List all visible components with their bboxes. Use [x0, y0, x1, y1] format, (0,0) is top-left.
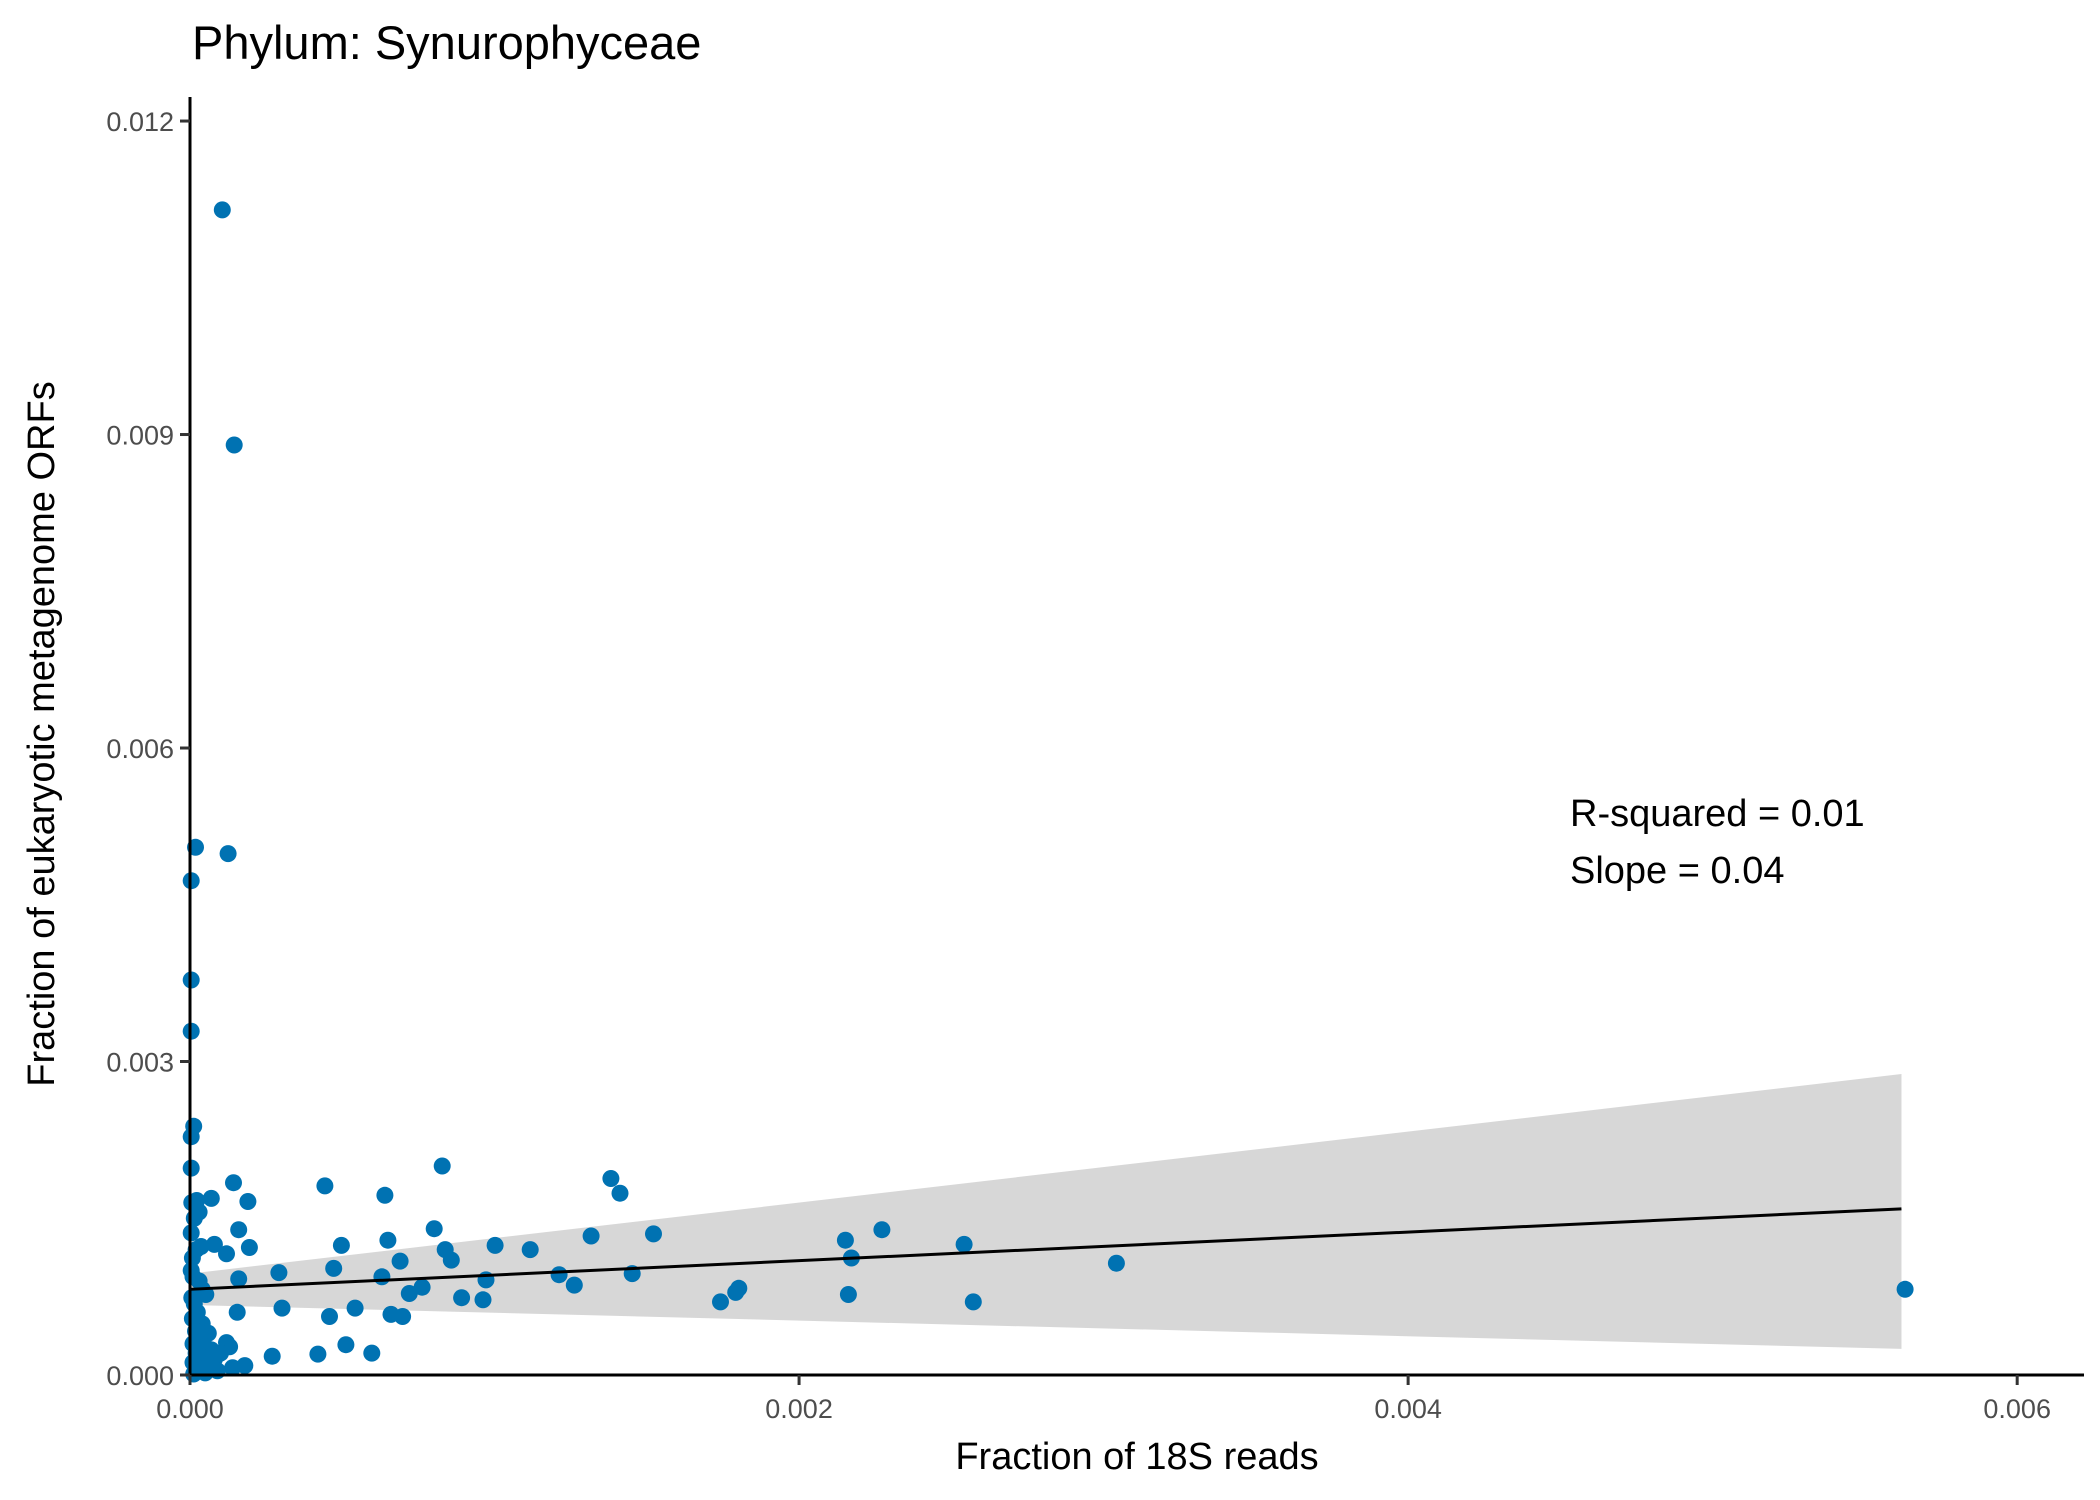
data-point: [218, 1245, 235, 1263]
data-point: [391, 1252, 409, 1270]
data-point: [582, 1227, 600, 1245]
data-point: [270, 1264, 288, 1282]
data-point: [376, 1186, 394, 1204]
data-point: [373, 1268, 391, 1286]
data-point: [332, 1236, 350, 1254]
data-point: [400, 1285, 418, 1302]
data-point: [521, 1241, 539, 1259]
r-squared-annotation: R-squared = 0.01: [1570, 793, 1865, 835]
data-point: [205, 1235, 223, 1253]
data-point: [1107, 1254, 1125, 1272]
data-point: [474, 1291, 492, 1309]
x-tick-label: 0.002: [765, 1394, 833, 1424]
data-point: [433, 1157, 451, 1175]
data-point: [836, 1231, 854, 1249]
data-point: [202, 1189, 220, 1207]
data-point: [225, 436, 243, 454]
data-point: [185, 1209, 203, 1227]
y-tick-label: 0.012: [106, 107, 174, 137]
y-axis-title: Fraction of eukaryotic metagenome ORFs: [21, 381, 63, 1086]
x-axis-title: Fraction of 18S reads: [955, 1436, 1318, 1478]
data-point: [337, 1336, 355, 1354]
data-point: [602, 1170, 620, 1187]
data-point: [316, 1177, 334, 1195]
data-point: [394, 1308, 412, 1325]
x-tick-label: 0.000: [156, 1394, 224, 1424]
data-point: [321, 1308, 338, 1325]
data-point: [273, 1299, 291, 1317]
data-point: [325, 1259, 343, 1277]
y-tick-label: 0.003: [106, 1048, 174, 1078]
data-point: [212, 1344, 229, 1362]
data-point: [453, 1289, 471, 1307]
data-point: [183, 1249, 201, 1267]
data-point: [550, 1266, 568, 1284]
data-point: [363, 1344, 381, 1362]
slope-annotation: Slope = 0.04: [1570, 850, 1784, 892]
x-tick-label: 0.006: [1983, 1394, 2051, 1424]
data-point: [230, 1270, 248, 1288]
data-point: [730, 1279, 748, 1297]
chart-title: Phylum: Synurophyceae: [192, 16, 701, 69]
data-point: [413, 1278, 431, 1296]
y-tick-label: 0.006: [106, 734, 174, 764]
data-point: [873, 1221, 891, 1239]
data-point: [309, 1345, 327, 1363]
x-axis-ticks: 0.000 0.002 0.004 0.006: [156, 1375, 2051, 1424]
data-point: [239, 1193, 257, 1210]
confidence-band-layer: [190, 1074, 1902, 1349]
data-point: [346, 1299, 364, 1317]
data-point: [219, 845, 237, 863]
data-point: [425, 1220, 443, 1238]
data-point: [839, 1286, 857, 1303]
data-point: [230, 1221, 248, 1239]
data-point: [611, 1184, 629, 1202]
y-tick-label: 0.000: [106, 1361, 174, 1391]
data-point: [224, 1359, 242, 1377]
regression-line: [189, 1207, 1902, 1291]
data-point: [1896, 1280, 1914, 1298]
confidence-band: [190, 1074, 1902, 1349]
data-point: [712, 1293, 729, 1311]
data-point: [964, 1293, 982, 1311]
data-point: [240, 1239, 258, 1256]
data-point: [486, 1236, 504, 1254]
x-tick-label: 0.004: [1374, 1394, 1442, 1424]
data-point: [228, 1303, 246, 1321]
data-point: [565, 1276, 583, 1294]
data-point: [225, 1174, 242, 1192]
regression-line-layer: [189, 1207, 1902, 1291]
data-point: [645, 1225, 662, 1243]
data-point: [442, 1251, 460, 1269]
y-axis-ticks: 0.000 0.003 0.006 0.009 0.012: [106, 107, 190, 1391]
data-point: [213, 201, 231, 219]
data-point: [379, 1231, 397, 1249]
y-tick-label: 0.009: [106, 421, 174, 451]
data-point: [263, 1347, 281, 1365]
data-point: [955, 1235, 973, 1253]
